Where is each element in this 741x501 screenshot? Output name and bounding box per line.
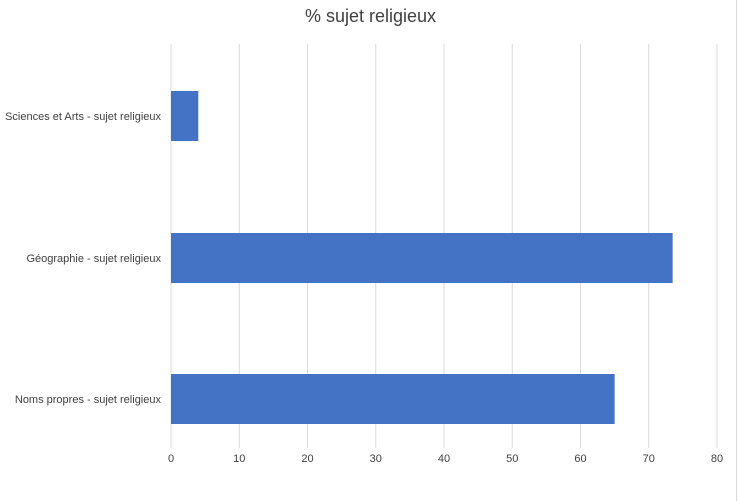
chart-title: % sujet religieux — [304, 6, 437, 26]
x-tick-label-70: 70 — [643, 453, 655, 465]
bar-3 — [171, 374, 615, 424]
chart-frame-edge — [736, 0, 741, 501]
bars — [171, 91, 673, 424]
x-tick-label-50: 50 — [506, 453, 518, 465]
category-label-3: Noms propres - sujet religieux — [15, 394, 162, 406]
category-label-1: Sciences et Arts - sujet religieux — [5, 111, 161, 123]
x-tick-label-60: 60 — [574, 453, 586, 465]
category-label-2: Géographie - sujet religieux — [26, 253, 161, 265]
y-axis-categories: Sciences et Arts - sujet religieux Géogra… — [5, 111, 161, 406]
x-tick-label-0: 0 — [168, 453, 174, 465]
x-tick-label-10: 10 — [233, 453, 245, 465]
x-tick-label-30: 30 — [370, 453, 382, 465]
x-tick-label-40: 40 — [438, 453, 450, 465]
x-tick-label-20: 20 — [301, 453, 313, 465]
bar-2 — [171, 233, 673, 283]
x-tick-label-80: 80 — [711, 453, 723, 465]
bar-1 — [171, 91, 199, 141]
x-axis-ticks: 0 10 20 30 40 50 60 70 80 — [168, 453, 723, 465]
